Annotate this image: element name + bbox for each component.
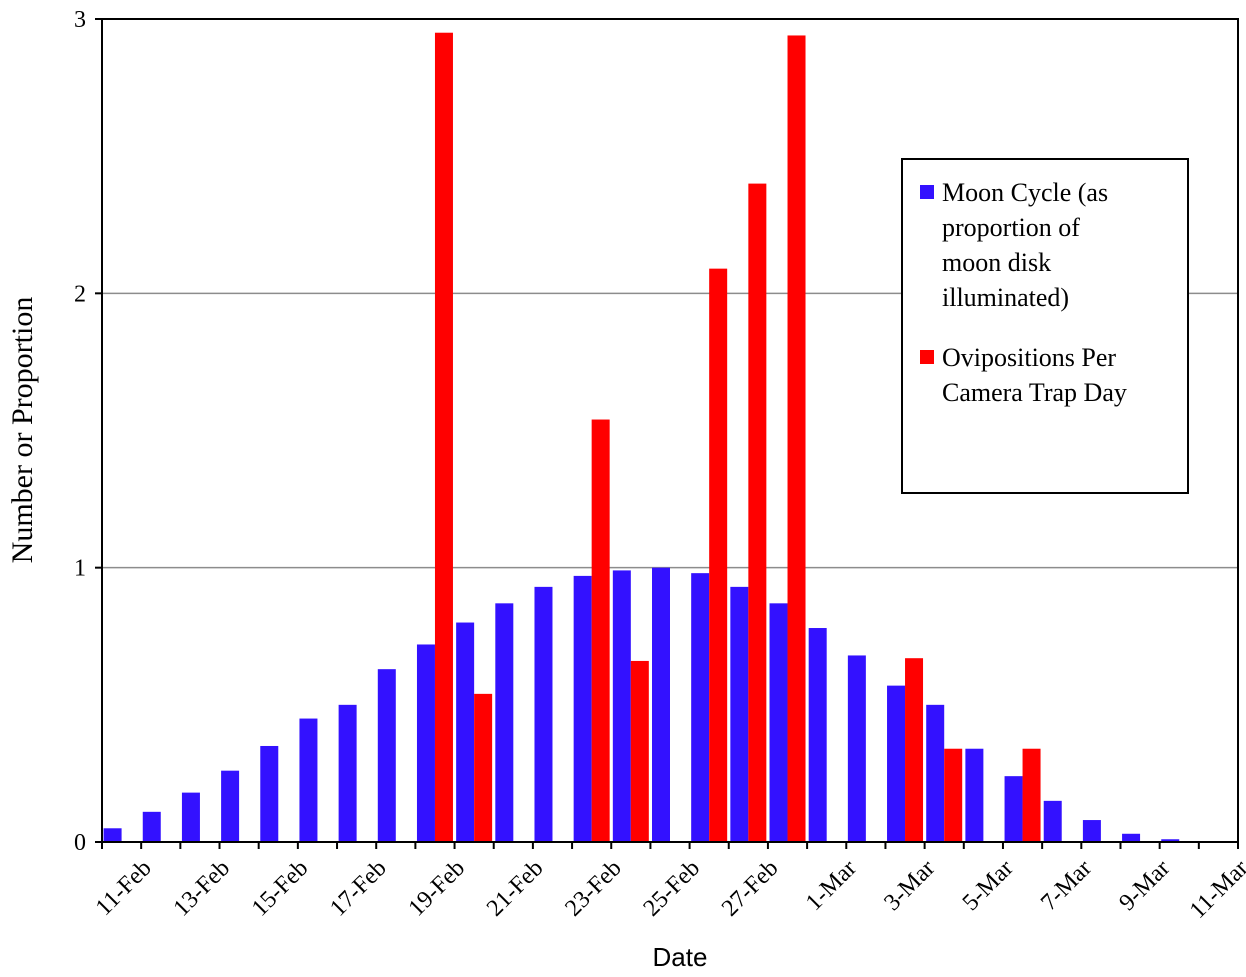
bar-ovipositions-3-Mar bbox=[905, 658, 924, 842]
x-tick-label-9-Mar: 9-Mar bbox=[1114, 855, 1175, 916]
x-tick-label-1-Mar: 1-Mar bbox=[801, 855, 862, 916]
x-tick-label-25-Feb: 25-Feb bbox=[639, 855, 705, 921]
legend-label-moon-cycle: Moon Cycle (as proportion of moon disk i… bbox=[942, 178, 1108, 312]
bars bbox=[103, 32, 1180, 843]
bar-moon-2-Mar bbox=[847, 655, 866, 842]
plot-area-frame bbox=[101, 18, 1239, 843]
legend-label-moon-line-1: Moon Cycle (as bbox=[942, 178, 1108, 207]
x-tick-label-27-Feb: 27-Feb bbox=[717, 855, 783, 921]
legend: Moon Cycle (as proportion of moon disk i… bbox=[901, 158, 1189, 494]
bar-moon-18-Feb bbox=[377, 669, 396, 842]
bar-ovipositions-6-Mar bbox=[1022, 748, 1041, 842]
bar-moon-4-Mar bbox=[926, 704, 945, 842]
x-tick-label-3-Mar: 3-Mar bbox=[879, 855, 940, 916]
y-tick-label-0: 0 bbox=[74, 830, 86, 856]
bar-ovipositions-27-Feb bbox=[748, 183, 767, 843]
bar-moon-16-Feb bbox=[299, 718, 318, 842]
legend-label-moon-line-4: illuminated) bbox=[942, 283, 1069, 312]
bar-ovipositions-24-Feb bbox=[630, 660, 649, 842]
x-axis-ticks: 11-Feb 13-Feb 15-Feb 17-Feb 19-Feb 21-Feb 23-F… bbox=[91, 842, 1246, 924]
bar-moon-9-Mar bbox=[1122, 833, 1141, 842]
x-tick-label-11-Mar: 11-Mar bbox=[1185, 855, 1246, 924]
y-tick-label-2: 2 bbox=[74, 281, 86, 307]
legend-label-moon-line-2: proportion of bbox=[942, 213, 1080, 242]
bar-ovipositions-26-Feb bbox=[709, 268, 728, 843]
bar-moon-1-Mar bbox=[808, 628, 827, 842]
bar-moon-17-Feb bbox=[338, 704, 357, 842]
x-tick-label-23-Feb: 23-Feb bbox=[560, 855, 626, 921]
bar-moon-27-Feb bbox=[730, 586, 749, 842]
bar-moon-7-Mar bbox=[1043, 800, 1062, 842]
bar-moon-14-Feb bbox=[221, 770, 240, 842]
legend-swatch-ovipositions bbox=[920, 350, 934, 364]
legend-box bbox=[901, 158, 1189, 494]
bar-moon-5-Mar bbox=[965, 748, 984, 842]
y-axis-title: Number or Proportion bbox=[6, 297, 39, 564]
bar-moon-26-Feb bbox=[691, 573, 710, 842]
bar-ovipositions-19-Feb bbox=[434, 32, 453, 842]
x-tick-label-7-Mar: 7-Mar bbox=[1036, 855, 1097, 916]
x-tick-label-13-Feb: 13-Feb bbox=[169, 855, 235, 921]
bar-moon-15-Feb bbox=[260, 745, 279, 842]
bar-moon-22-Feb bbox=[534, 586, 553, 842]
bar-moon-8-Mar bbox=[1082, 820, 1101, 842]
bar-moon-11-Feb bbox=[103, 828, 122, 842]
bar-moon-12-Feb bbox=[142, 811, 161, 842]
x-tick-label-15-Feb: 15-Feb bbox=[247, 855, 313, 921]
y-tick-label-1: 1 bbox=[74, 556, 86, 582]
x-tick-label-5-Mar: 5-Mar bbox=[958, 855, 1019, 916]
legend-swatch-moon-cycle bbox=[920, 185, 934, 199]
bar-ovipositions-23-Feb bbox=[591, 419, 610, 842]
bar-moon-13-Feb bbox=[181, 792, 200, 842]
x-axis-title: Date bbox=[653, 942, 708, 972]
y-tick-label-3: 3 bbox=[74, 7, 86, 33]
x-tick-label-19-Feb: 19-Feb bbox=[404, 855, 470, 921]
bar-moon-21-Feb bbox=[495, 603, 514, 842]
bar-moon-28-Feb bbox=[769, 603, 788, 842]
bar-moon-23-Feb bbox=[573, 575, 592, 842]
legend-label-ovi-line-2: Camera Trap Day bbox=[942, 378, 1127, 407]
x-tick-label-21-Feb: 21-Feb bbox=[482, 855, 548, 921]
bar-ovipositions-20-Feb bbox=[474, 693, 493, 842]
legend-label-ovipositions: Ovipositions Per Camera Trap Day bbox=[942, 343, 1127, 407]
bar-ovipositions-28-Feb bbox=[787, 35, 806, 842]
bar-moon-25-Feb bbox=[652, 567, 670, 842]
bar-moon-10-Mar bbox=[1161, 839, 1180, 842]
y-axis-ticks: 0 1 2 3 bbox=[74, 7, 102, 856]
bar-moon-6-Mar bbox=[1004, 776, 1023, 842]
bar-moon-19-Feb bbox=[416, 644, 435, 842]
bar-moon-3-Mar bbox=[887, 685, 906, 842]
bar-moon-24-Feb bbox=[612, 570, 631, 842]
bar-ovipositions-4-Mar bbox=[944, 748, 963, 842]
x-tick-label-11-Feb: 11-Feb bbox=[91, 855, 157, 921]
legend-label-moon-line-3: moon disk bbox=[942, 248, 1051, 277]
bar-moon-20-Feb bbox=[456, 622, 475, 842]
x-tick-label-17-Feb: 17-Feb bbox=[325, 855, 391, 921]
legend-label-ovi-line-1: Ovipositions Per bbox=[942, 343, 1116, 372]
